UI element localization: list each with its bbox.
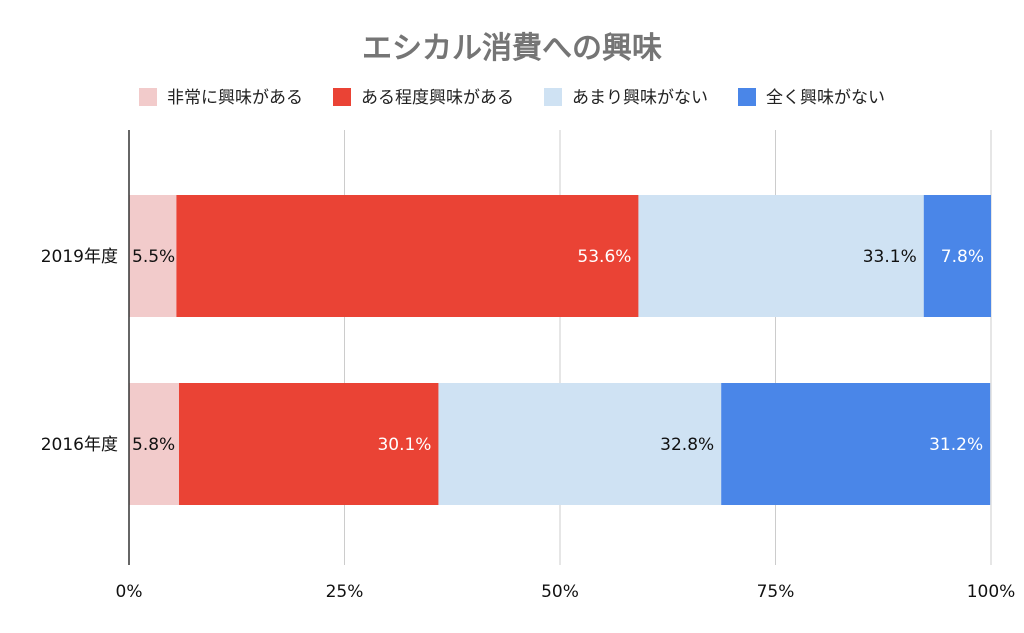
x-tick-label: 0% [116, 582, 143, 602]
legend-swatch [333, 88, 351, 106]
x-axis-ticks: 0% 25% 50% 75% 100% [116, 582, 1016, 602]
bar-segment [721, 383, 991, 505]
bars: 5.5% 53.6% 33.1% 7.8% 5.8% 30.1% 32.8% 31.2% [129, 195, 991, 505]
legend-item: 全く興味がない [738, 88, 885, 108]
category-label: 2016年度 [41, 435, 118, 455]
x-tick-label: 100% [967, 582, 1016, 602]
bar-segment [178, 383, 439, 505]
legend-item: 非常に興味がある [139, 88, 303, 108]
legend-item: ある程度興味がある [333, 88, 514, 108]
x-tick-label: 50% [541, 582, 579, 602]
data-label: 31.2% [929, 435, 983, 455]
data-label: 5.5% [132, 247, 175, 267]
bar-segment [176, 195, 639, 317]
legend-item: あまり興味がない [544, 88, 708, 108]
legend-label: あまり興味がない [572, 88, 708, 108]
legend-label: ある程度興味がある [361, 88, 514, 108]
data-label: 53.6% [577, 247, 631, 267]
chart-title: エシカル消費への興味 [362, 31, 662, 66]
legend-label: 全く興味がない [766, 88, 885, 108]
bar-segment [638, 195, 924, 317]
category-label: 2019年度 [41, 247, 118, 267]
x-tick-label: 75% [757, 582, 795, 602]
x-tick-label: 25% [326, 582, 364, 602]
legend-swatch [738, 88, 756, 106]
legend-swatch [544, 88, 562, 106]
data-label: 5.8% [132, 435, 175, 455]
data-label: 32.8% [660, 435, 714, 455]
bar-segment [923, 195, 991, 317]
bar-segment [129, 383, 179, 505]
legend-swatch [139, 88, 157, 106]
data-label: 7.8% [941, 247, 984, 267]
category-labels: 2019年度 2016年度 [41, 247, 118, 455]
data-label: 33.1% [863, 247, 917, 267]
bar-segment [438, 383, 722, 505]
bar-segment [129, 195, 177, 317]
legend-label: 非常に興味がある [167, 88, 303, 108]
data-label: 30.1% [377, 435, 431, 455]
legend: 非常に興味がある ある程度興味がある あまり興味がない 全く興味がない [139, 88, 885, 108]
